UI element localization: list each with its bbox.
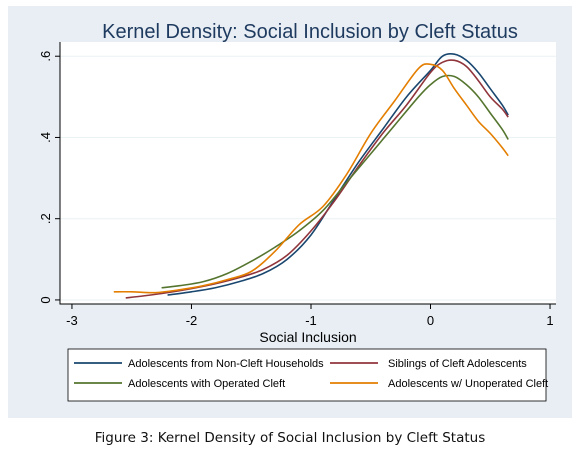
x-axis-title: Social Inclusion bbox=[259, 329, 356, 345]
legend-label: Adolescents w/ Unoperated Cleft bbox=[388, 378, 548, 390]
legend-label: Siblings of Cleft Adolescents bbox=[388, 358, 527, 370]
figure-panel: Kernel Density: Social Inclusion by Clef… bbox=[8, 6, 572, 418]
series-line-non-cleft bbox=[167, 53, 509, 296]
y-tick-label: 0 bbox=[38, 296, 53, 303]
legend-label: Adolescents from Non-Cleft Households bbox=[128, 358, 324, 370]
kernel-density-chart: Kernel Density: Social Inclusion by Clef… bbox=[38, 21, 556, 402]
x-tick-label: 0 bbox=[427, 313, 434, 328]
series-line-operated-cleft bbox=[161, 74, 509, 289]
x-tick-label: -2 bbox=[186, 313, 198, 328]
legend-label: Adolescents with Operated Cleft bbox=[128, 378, 285, 390]
y-tick-label: .4 bbox=[38, 132, 53, 143]
y-tick-label: .2 bbox=[38, 213, 53, 224]
gridlines bbox=[60, 55, 556, 301]
y-tick-label: .6 bbox=[38, 51, 53, 62]
x-tick-label: -1 bbox=[305, 313, 317, 328]
plot-area bbox=[60, 42, 556, 304]
chart-title: Kernel Density: Social Inclusion by Clef… bbox=[102, 21, 518, 43]
x-tick-label: 1 bbox=[546, 313, 553, 328]
x-tick-label: -3 bbox=[66, 313, 78, 328]
legend-box bbox=[67, 348, 547, 402]
series-lines bbox=[113, 53, 509, 299]
legend: Adolescents from Non-Cleft Households Sib… bbox=[74, 358, 548, 390]
series-line-unoperated-cleft bbox=[113, 63, 509, 294]
figure-caption: Figure 3: Kernel Density of Social Inclu… bbox=[94, 430, 486, 446]
axes: 0 .2 .4 .6 -3 -2 -1 0 1 bbox=[38, 42, 556, 328]
